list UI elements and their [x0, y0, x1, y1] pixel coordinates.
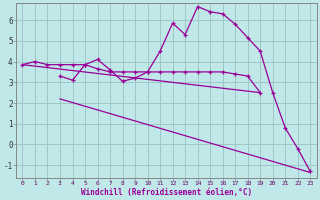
X-axis label: Windchill (Refroidissement éolien,°C): Windchill (Refroidissement éolien,°C)	[81, 188, 252, 197]
